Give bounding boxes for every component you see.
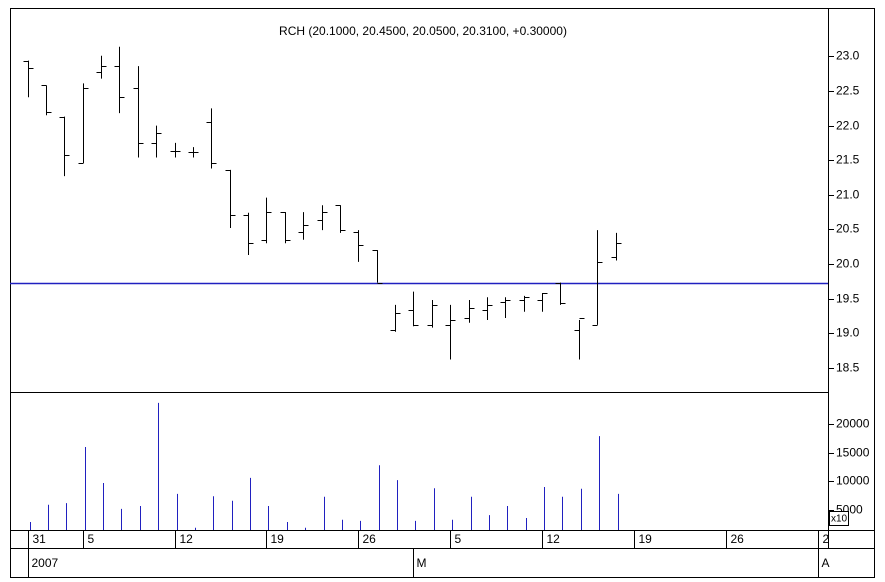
x-tick-label: 19 — [639, 532, 653, 546]
month-label: 2007 — [32, 556, 59, 570]
x-tick-label: 26 — [363, 532, 377, 546]
y-tick-label: 19.0 — [836, 326, 860, 340]
x-tick-label: 26 — [731, 532, 745, 546]
x-tick-label: 5 — [88, 532, 95, 546]
y-tick-label: 20.0 — [836, 257, 860, 271]
x-tick-label: 31 — [33, 532, 47, 546]
x-tick-label: 5 — [455, 532, 462, 546]
volume-y-tick-label: 20000 — [836, 417, 870, 431]
volume-unit-box — [829, 511, 849, 526]
month-label: M — [417, 556, 427, 570]
chart-title: RCH (20.1000, 20.4500, 20.0500, 20.3100,… — [279, 24, 567, 38]
volume-y-tick-label: 15000 — [836, 446, 870, 460]
y-tick-label: 19.5 — [836, 292, 860, 306]
y-tick-label: 20.5 — [836, 222, 860, 236]
y-tick-label: 18.5 — [836, 361, 860, 375]
y-tick-label: 22.0 — [836, 119, 860, 133]
y-tick-label: 23.0 — [836, 49, 860, 63]
volume-y-tick-label: 10000 — [836, 474, 870, 488]
month-label: A — [822, 556, 830, 570]
x-tick-label: 12 — [547, 532, 561, 546]
volume-unit-label: x10 — [831, 514, 848, 525]
y-tick-label: 22.5 — [836, 84, 860, 98]
frame — [10, 8, 875, 578]
y-tick-label: 21.0 — [836, 188, 860, 202]
x-tick-label: 19 — [271, 532, 285, 546]
x-tick-label: 12 — [180, 532, 194, 546]
x-tick-label: 2 — [823, 532, 830, 546]
y-tick-label: 21.5 — [836, 153, 860, 167]
